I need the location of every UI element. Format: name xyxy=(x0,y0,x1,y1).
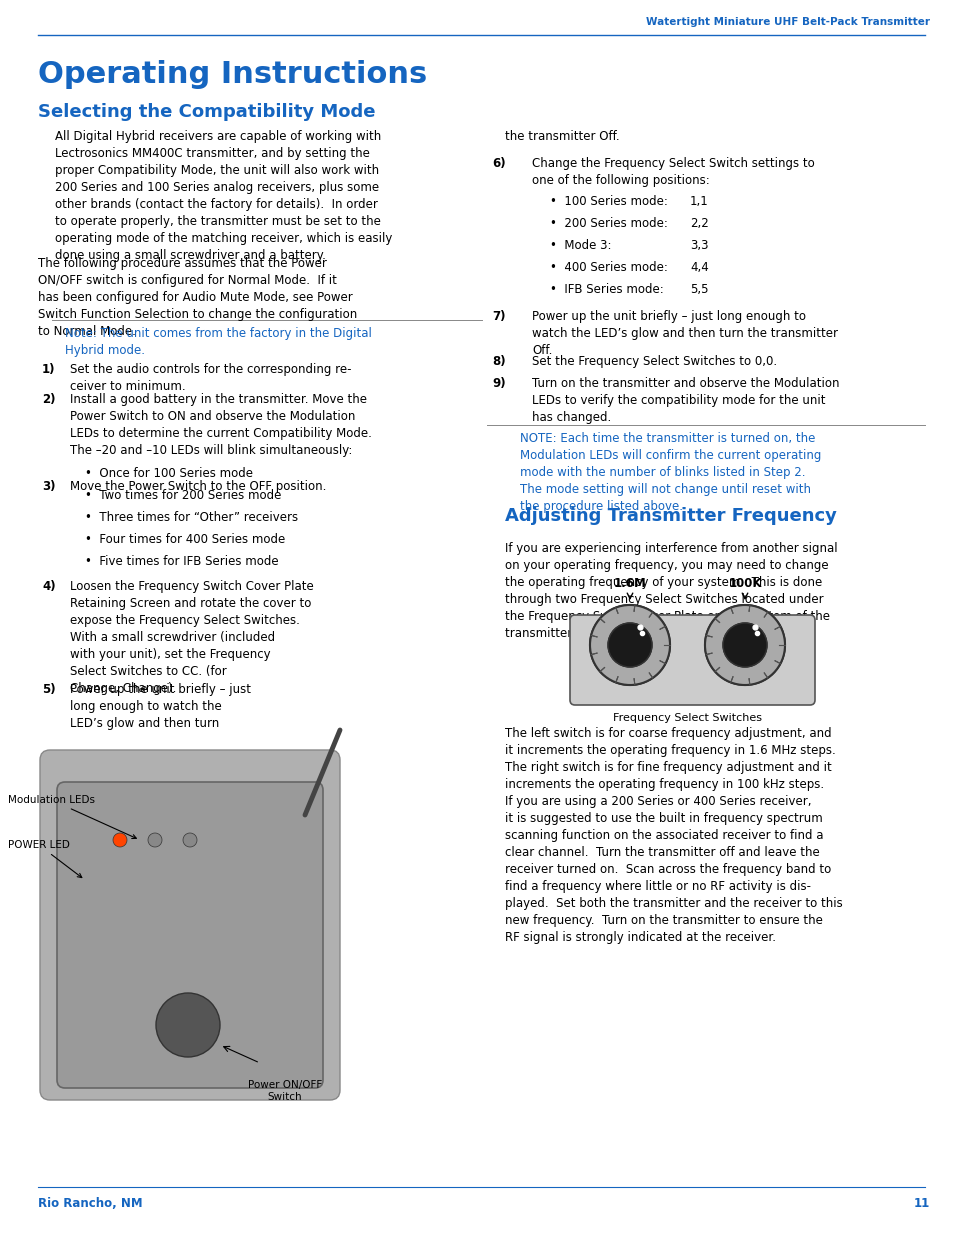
Circle shape xyxy=(156,993,220,1057)
Text: 1,1: 1,1 xyxy=(689,195,708,207)
Text: 6): 6) xyxy=(492,157,505,170)
Circle shape xyxy=(112,832,127,847)
Text: The left switch is for coarse frequency adjustment, and
it increments the operat: The left switch is for coarse frequency … xyxy=(504,727,841,944)
Text: Watertight Miniature UHF Belt-Pack Transmitter: Watertight Miniature UHF Belt-Pack Trans… xyxy=(645,17,929,27)
Text: Move the Power Switch to the OFF position.: Move the Power Switch to the OFF positio… xyxy=(70,480,326,493)
Text: •  Four times for 400 Series mode: • Four times for 400 Series mode xyxy=(85,534,285,546)
Circle shape xyxy=(148,832,162,847)
Text: Set the audio controls for the corresponding re-
ceiver to minimum.: Set the audio controls for the correspon… xyxy=(70,363,351,393)
Circle shape xyxy=(722,622,766,667)
Circle shape xyxy=(183,832,196,847)
Text: POWER LED: POWER LED xyxy=(8,840,82,878)
Text: •  200 Series mode:: • 200 Series mode: xyxy=(550,217,667,230)
Text: •  400 Series mode:: • 400 Series mode: xyxy=(550,261,667,274)
Text: •  Once for 100 Series mode: • Once for 100 Series mode xyxy=(85,467,253,480)
Text: NOTE: Each time the transmitter is turned on, the
Modulation LEDs will confirm t: NOTE: Each time the transmitter is turne… xyxy=(519,432,821,513)
Text: the transmitter Off.: the transmitter Off. xyxy=(504,130,619,143)
Text: 1): 1) xyxy=(42,363,55,375)
Text: •  Two times for 200 Series mode: • Two times for 200 Series mode xyxy=(85,489,281,501)
FancyBboxPatch shape xyxy=(40,750,339,1100)
Text: 3): 3) xyxy=(42,480,55,493)
Text: •  Three times for “Other” receivers: • Three times for “Other” receivers xyxy=(85,511,297,524)
Text: •  IFB Series mode:: • IFB Series mode: xyxy=(550,283,663,296)
Text: 1.6M: 1.6M xyxy=(613,577,646,590)
Circle shape xyxy=(607,622,651,667)
Text: 8): 8) xyxy=(492,354,505,368)
Text: Power up the unit briefly – just long enough to
watch the LED’s glow and then tu: Power up the unit briefly – just long en… xyxy=(532,310,837,357)
Circle shape xyxy=(722,622,766,667)
Circle shape xyxy=(704,605,784,685)
Text: Loosen the Frequency Switch Cover Plate
Retaining Screen and rotate the cover to: Loosen the Frequency Switch Cover Plate … xyxy=(70,580,314,695)
Text: Adjusting Transmitter Frequency: Adjusting Transmitter Frequency xyxy=(504,508,836,525)
FancyBboxPatch shape xyxy=(57,782,323,1088)
Text: 4): 4) xyxy=(42,580,55,593)
Text: Selecting the Compatibility Mode: Selecting the Compatibility Mode xyxy=(38,103,375,121)
Text: Modulation LEDs: Modulation LEDs xyxy=(8,795,136,839)
Text: 9): 9) xyxy=(492,377,505,390)
Text: 2,2: 2,2 xyxy=(689,217,708,230)
Text: •  Five times for IFB Series mode: • Five times for IFB Series mode xyxy=(85,555,278,568)
Text: Rio Rancho, NM: Rio Rancho, NM xyxy=(38,1197,143,1210)
Text: 5): 5) xyxy=(42,683,55,697)
Circle shape xyxy=(589,605,669,685)
Text: If you are experiencing interference from another signal
on your operating frequ: If you are experiencing interference fro… xyxy=(504,542,837,640)
Text: 5,5: 5,5 xyxy=(689,283,708,296)
Text: 7): 7) xyxy=(492,310,505,324)
Text: Power ON/OFF
Switch: Power ON/OFF Switch xyxy=(248,1079,322,1103)
Text: Note: The unit comes from the factory in the Digital
Hybrid mode.: Note: The unit comes from the factory in… xyxy=(65,327,372,357)
Text: 100K: 100K xyxy=(727,577,760,590)
Text: 2): 2) xyxy=(42,393,55,406)
Circle shape xyxy=(607,622,651,667)
Text: Install a good battery in the transmitter. Move the
Power Switch to ON and obser: Install a good battery in the transmitte… xyxy=(70,393,372,457)
Text: Change the Frequency Select Switch settings to
one of the following positions:: Change the Frequency Select Switch setti… xyxy=(532,157,814,186)
Text: •  Mode 3:: • Mode 3: xyxy=(550,240,611,252)
Text: Frequency Select Switches: Frequency Select Switches xyxy=(613,713,761,722)
Text: •  100 Series mode:: • 100 Series mode: xyxy=(550,195,667,207)
Text: 4,4: 4,4 xyxy=(689,261,708,274)
Text: 3,3: 3,3 xyxy=(689,240,708,252)
Text: Set the Frequency Select Switches to 0,0.: Set the Frequency Select Switches to 0,0… xyxy=(532,354,777,368)
Text: Turn on the transmitter and observe the Modulation
LEDs to verify the compatibil: Turn on the transmitter and observe the … xyxy=(532,377,839,424)
Text: The following procedure assumes that the Power
ON/OFF switch is configured for N: The following procedure assumes that the… xyxy=(38,257,356,338)
FancyBboxPatch shape xyxy=(569,615,814,705)
Text: Power up the unit briefly – just
long enough to watch the
LED’s glow and then tu: Power up the unit briefly – just long en… xyxy=(70,683,251,730)
Text: All Digital Hybrid receivers are capable of working with
Lectrosonics MM400C tra: All Digital Hybrid receivers are capable… xyxy=(55,130,392,262)
Text: 11: 11 xyxy=(913,1197,929,1210)
Text: Operating Instructions: Operating Instructions xyxy=(38,61,427,89)
